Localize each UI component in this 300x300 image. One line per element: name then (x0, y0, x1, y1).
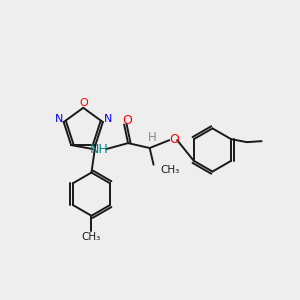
Text: N: N (55, 114, 63, 124)
Text: O: O (122, 114, 132, 127)
Text: NH: NH (90, 143, 109, 157)
Text: CH₃: CH₃ (82, 232, 101, 242)
Text: O: O (169, 133, 179, 146)
Text: O: O (79, 98, 88, 108)
Text: CH₃: CH₃ (160, 165, 180, 175)
Text: H: H (148, 131, 157, 144)
Text: N: N (103, 114, 112, 124)
